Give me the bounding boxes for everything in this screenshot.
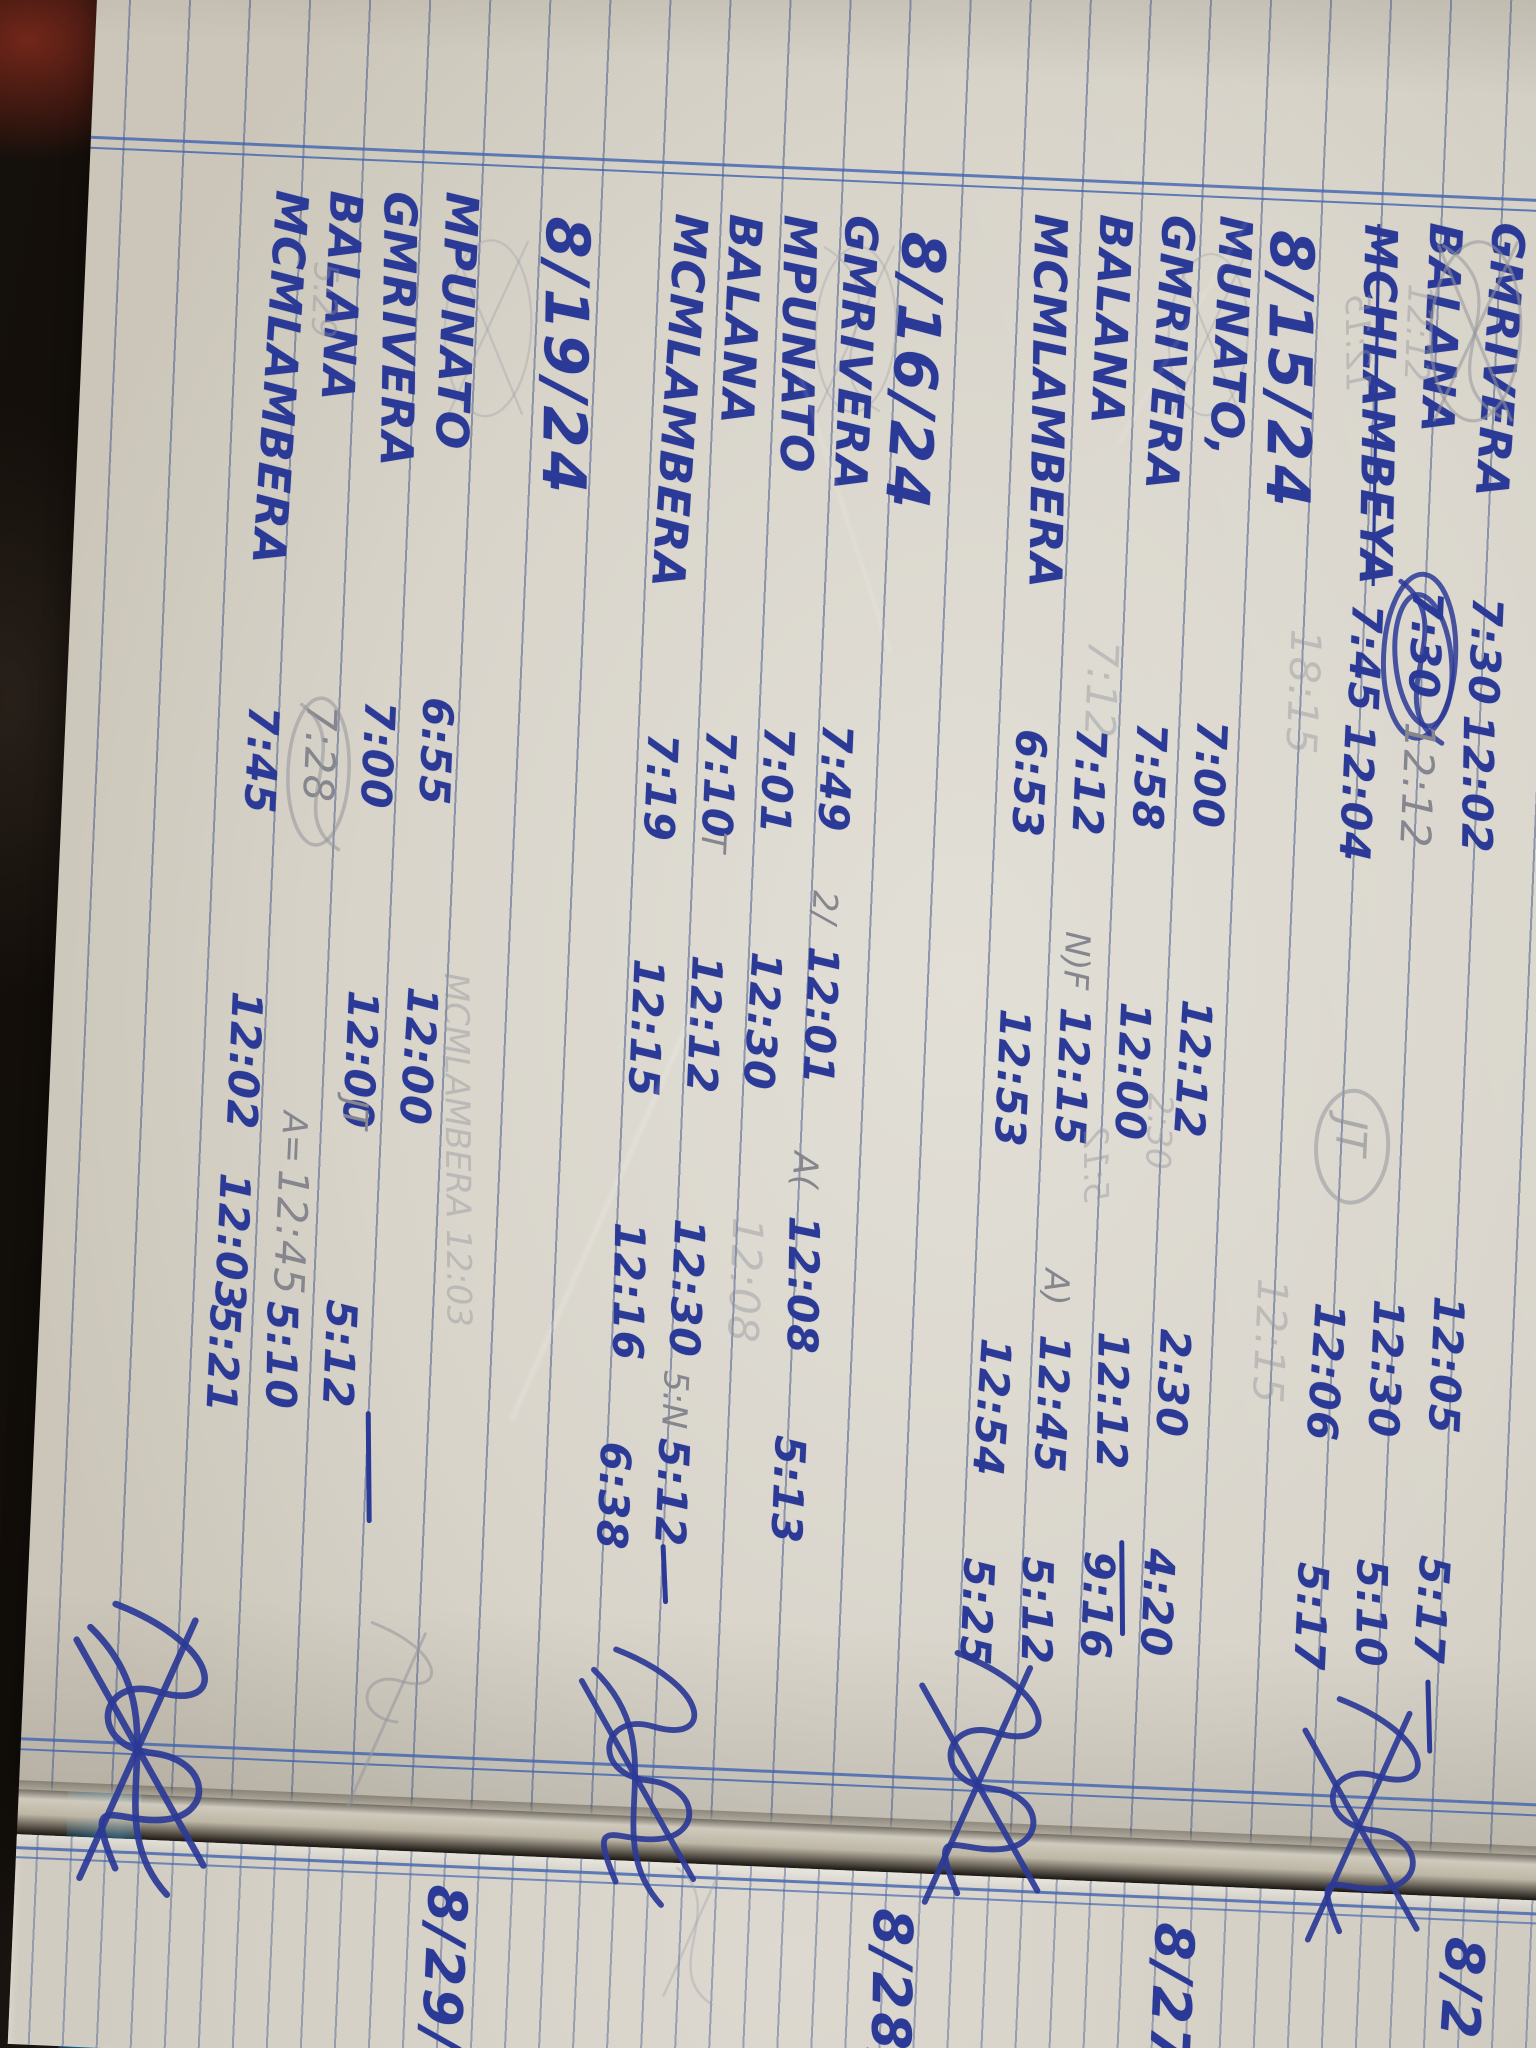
next-page-date: 8/2	[1427, 1935, 1497, 2044]
time-morning: 6:53	[1002, 728, 1056, 839]
notebook-sheet-rotated: GMRIVERA 7:30 12:02 12:05 5:17 BALANA 7:…	[7, 0, 1536, 2048]
ghost-writing: 12:15	[1336, 292, 1378, 392]
time-evening: 5:12	[645, 1437, 699, 1548]
time-noon-in: 12:45	[1024, 1333, 1080, 1475]
signature-scribble	[919, 1649, 1042, 1905]
time-noon-out: 12:01	[793, 945, 849, 1087]
time-noon-out: 12:04	[1329, 722, 1385, 864]
time-morning: 7:19	[633, 732, 688, 843]
time-noon-out: 12:53	[984, 1007, 1040, 1149]
time-noon-in: 12:03	[204, 1171, 260, 1313]
pencil-scribble	[1167, 252, 1250, 417]
time-evening: 5:21	[196, 1303, 251, 1415]
time-evening: 4:20	[1130, 1547, 1185, 1659]
ghost-writing: 2:30	[1136, 1092, 1181, 1171]
time-noon-in: 12:30	[659, 1217, 715, 1359]
time-evening: 5:10	[1345, 1558, 1397, 1668]
pencil-note: 5:N	[653, 1369, 696, 1430]
next-page-date: 8/27	[1136, 1921, 1207, 2048]
ghost-writing: 5:12	[1074, 1126, 1116, 1204]
signature-scribble	[1302, 1696, 1421, 1943]
worker-name: BALANA	[1080, 213, 1143, 427]
time-noon-in: 12:08	[777, 1215, 829, 1355]
time-evening: 5:13	[761, 1434, 815, 1545]
worker-name-struck: MCHLAMBEYA	[1348, 223, 1408, 587]
pencil-note: A(	[783, 1150, 826, 1190]
time-noon-out: 12:00	[389, 985, 448, 1128]
time-noon-in-pencil: 12:45	[263, 1168, 319, 1297]
time-evening: 5:17	[1284, 1561, 1338, 1672]
ghost-writing: 12:15	[1242, 1277, 1298, 1406]
time-morning: 7:01	[750, 725, 804, 836]
time-noon-in: 2:30	[1146, 1328, 1200, 1439]
pen-dash	[365, 1411, 372, 1524]
time-noon-in: 12:30	[1358, 1298, 1414, 1440]
pencil-scribble	[1429, 240, 1523, 423]
time-morning: 7:45	[234, 704, 289, 816]
worker-name: MCMLAMBERA	[1018, 213, 1078, 590]
pencil-scribble	[814, 245, 897, 414]
time-morning: 7:58	[1122, 721, 1177, 832]
time-morning: 7:00	[1182, 719, 1237, 830]
signature-scribble-light	[346, 1621, 434, 1807]
time-noon-out: 12:02	[216, 990, 272, 1131]
time-noon-in: 12:05	[1418, 1295, 1474, 1436]
circled-jt-pencil-note: JT	[1314, 1088, 1391, 1205]
time-noon-in: 12:06	[1296, 1301, 1355, 1443]
next-page-date: 8/29/2	[407, 1883, 480, 2048]
time-morning: 7:10	[691, 728, 746, 840]
time-noon-out-pencil: 12:12	[1390, 721, 1445, 850]
next-page-date: 8/28/	[858, 1907, 925, 2048]
pencil-note: A)	[1034, 1268, 1077, 1307]
time-morning: 6:55	[409, 696, 463, 807]
ghost-writing: 7:12	[1074, 639, 1128, 740]
worker-name: BALANA	[710, 213, 773, 427]
pencil-note: A=	[272, 1110, 315, 1165]
pencil-scribble	[662, 1866, 721, 2006]
ghost-writing: 5:29	[302, 261, 346, 340]
ink-scribble-circle	[1380, 571, 1459, 746]
jt-pencil-text: JT	[1326, 1110, 1377, 1160]
ghost-writing: 12:08	[717, 1216, 773, 1345]
worker-name: MPUNATO	[424, 190, 489, 452]
time-noon-in: 12:16	[603, 1221, 655, 1362]
pencil-scribble-circle	[286, 696, 351, 852]
pencil-note: 2/	[803, 889, 845, 925]
time-evening: 5:10	[256, 1300, 307, 1411]
pencil-note: T	[692, 830, 734, 854]
time-morning: 7:45	[1338, 602, 1392, 714]
worker-name: GMRIVERA	[369, 190, 428, 468]
time-morning: 7:49	[808, 722, 863, 834]
ghost-writing: 18:15	[1276, 628, 1331, 757]
pencil-note: N)F	[1054, 930, 1098, 991]
time-evening: 5:17	[1403, 1554, 1460, 1666]
time-noon-in: 12:12	[1086, 1331, 1138, 1471]
pencil-note: JT	[333, 1097, 376, 1130]
time-evening: 6:38	[586, 1440, 641, 1552]
pencil-scribble	[443, 239, 533, 418]
time-evening: 5:12	[312, 1298, 367, 1410]
time-noon-in: 12:54	[962, 1336, 1021, 1479]
time-noon-out: 12:30	[733, 950, 792, 1092]
time-morning: 7:12	[1062, 726, 1117, 838]
signature-scribble	[73, 1600, 208, 1899]
signature-scribble	[578, 1646, 697, 1908]
